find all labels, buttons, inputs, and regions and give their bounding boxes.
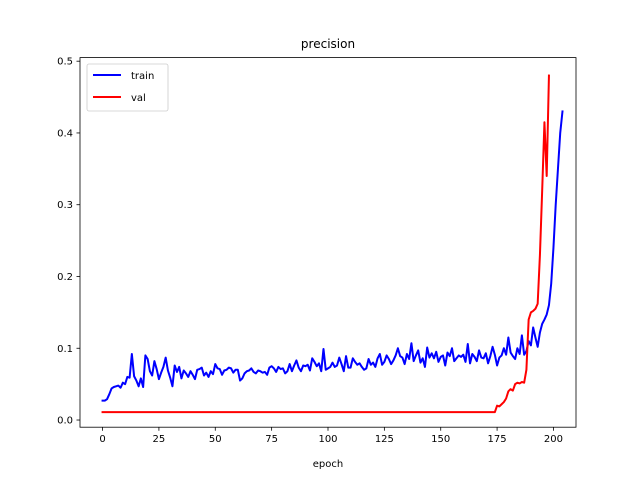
y-tick-label: 0.1 xyxy=(57,344,73,355)
y-tick-label: 0.2 xyxy=(57,272,73,283)
series-line-val xyxy=(101,74,550,414)
y-tick-label: 0.3 xyxy=(57,200,73,211)
series-line-train xyxy=(101,110,564,402)
x-tick-label: 25 xyxy=(153,434,166,445)
legend: train val xyxy=(86,63,169,112)
x-tick-label: 0 xyxy=(99,434,105,445)
x-tick-label: 175 xyxy=(488,434,507,445)
x-tick-label: 125 xyxy=(375,434,394,445)
x-axis: 0 25 50 75 100 125 150 175 200 xyxy=(99,427,563,445)
x-axis-title: epoch xyxy=(313,459,343,470)
y-tick-label: 0.5 xyxy=(57,57,73,68)
x-tick-label: 150 xyxy=(431,434,450,445)
y-tick-label: 0.0 xyxy=(57,416,73,427)
chart-title: precision xyxy=(301,37,355,51)
legend-label-val: val xyxy=(131,93,146,104)
series-layer xyxy=(101,74,564,414)
legend-label-train: train xyxy=(131,71,154,82)
x-tick-label: 75 xyxy=(265,434,278,445)
legend-box xyxy=(86,63,169,112)
x-tick-label: 50 xyxy=(209,434,222,445)
x-tick-label: 100 xyxy=(318,434,337,445)
y-axis: 0.0 0.1 0.2 0.3 0.4 0.5 xyxy=(57,57,80,427)
y-tick-label: 0.4 xyxy=(57,128,73,139)
x-tick-label: 200 xyxy=(544,434,563,445)
